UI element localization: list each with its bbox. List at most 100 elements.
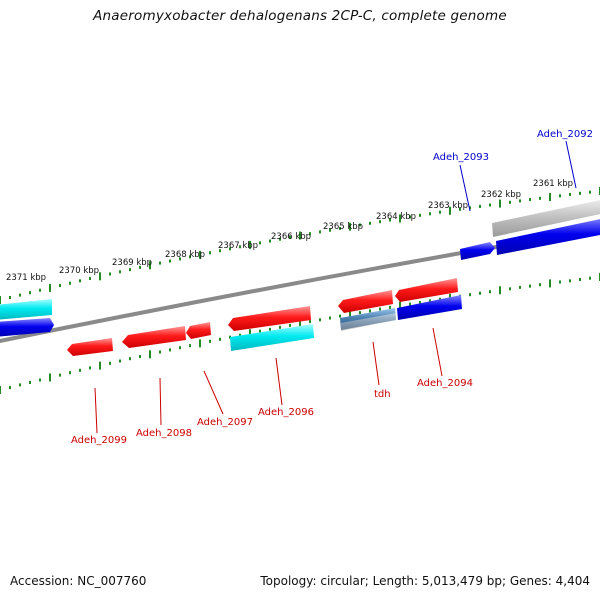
plus-track-minor-tick [59,284,61,287]
plus-track-minor-tick [589,190,591,194]
plus-track-major-tick [99,272,101,281]
gene-adeh-2094-b[interactable] [397,295,462,320]
minus-track-major-tick [299,319,301,328]
plus-track-minor-tick [159,261,161,265]
gene-adeh-2092-gray[interactable] [492,198,600,237]
scale-label-2370: 2370 kbp [59,266,99,276]
plus-track-minor-tick [219,249,221,253]
minus-track-major-tick [499,286,501,295]
plus-track-minor-tick [289,235,291,239]
minus-track-major-tick [49,373,51,382]
plus-track-minor-tick [259,241,261,245]
minus-track-major-tick [99,361,101,370]
plus-track-minor-tick [339,226,341,230]
minus-track-major-tick [349,310,351,319]
plus-track-major-tick [149,261,151,270]
minus-track-minor-tick [509,287,511,291]
minus-track-minor-tick [309,320,311,324]
plus-track-minor-tick [489,203,491,207]
gene-tdh-top[interactable] [338,290,393,313]
gene-label-adeh-2094[interactable]: Adeh_2094 [417,378,473,389]
minus-track-minor-tick [89,366,91,370]
scale-label-2362: 2362 kbp [481,190,521,200]
scale-label-2361: 2361 kbp [533,179,573,189]
plus-track-minor-tick [109,272,111,276]
gene-label-adeh-2093[interactable]: Adeh_2093 [433,152,489,163]
plus-track-minor-tick [559,194,561,198]
leader-adeh-2099 [94,387,98,434]
minus-track-minor-tick [319,318,321,322]
plus-track-major-tick [199,250,201,259]
gene-adeh-2098[interactable] [122,326,186,348]
minus-track-minor-tick [109,361,111,365]
minus-track-minor-tick [559,280,561,284]
minus-track-major-tick [199,339,201,348]
plus-track-major-tick [0,296,1,304]
minus-track-minor-tick [139,355,141,358]
plus-track-minor-tick [569,193,571,196]
plus-track-minor-tick [369,221,371,225]
plus-track-minor-tick [519,199,521,203]
gene-adeh-2096-cyan[interactable] [230,324,314,351]
gene-adeh-2097[interactable] [186,322,211,339]
gene-label-adeh-2092[interactable]: Adeh_2092 [537,129,593,140]
minus-track-major-tick [399,301,401,310]
minus-track-minor-tick [229,335,231,339]
accession-text: Accession: NC_007760 [10,574,147,588]
scale-label-2364: 2364 kbp [376,212,416,222]
scale-label-2369: 2369 kbp [112,258,152,268]
gene-label-adeh-2099[interactable]: Adeh_2099 [71,435,127,446]
minus-track-minor-tick [469,293,471,297]
minus-track-minor-tick [239,333,241,337]
minus-track-minor-tick [119,359,121,363]
plus-track-major-tick [549,193,551,201]
gene-left-cyan[interactable] [0,299,52,320]
minus-track-minor-tick [279,325,281,329]
gene-adeh-2096[interactable] [228,306,311,331]
plus-track-major-tick [399,214,401,223]
leader-adeh-2094 [432,327,443,377]
plus-track-minor-tick [89,277,91,280]
plus-track-minor-tick [309,232,311,236]
gene-label-tdh[interactable]: tdh [374,389,391,400]
gene-adeh-2094-a[interactable] [395,278,458,302]
plus-track-major-tick [49,283,51,292]
gene-adeh-2099[interactable] [67,338,113,356]
plus-track-minor-tick [79,279,81,283]
plus-track-minor-tick [169,259,171,263]
minus-track-minor-tick [169,348,171,352]
plus-track-minor-tick [179,257,181,261]
plus-track-minor-tick [239,245,241,249]
minus-track-major-tick [549,279,551,288]
minus-track-minor-tick [519,285,521,289]
minus-track-major-tick [0,386,1,394]
minus-track-minor-tick [409,302,411,306]
minus-track-minor-tick [269,327,271,331]
plus-track-minor-tick [439,210,441,214]
plus-track-minor-tick [429,212,431,216]
minus-track-minor-tick [489,290,491,294]
gene-label-adeh-2097[interactable]: Adeh_2097 [197,417,253,428]
minus-track-minor-tick [259,329,261,333]
plus-track-major-tick [349,222,351,231]
plus-track-major-tick [449,206,451,215]
leader-adeh-2097 [203,370,224,415]
gene-left-blue[interactable] [0,318,54,337]
minus-track-minor-tick [379,307,381,311]
plus-track-major-tick [299,231,301,240]
gene-label-adeh-2096[interactable]: Adeh_2096 [258,407,314,418]
leader-tdh [372,341,380,386]
minus-track-minor-tick [429,299,431,303]
gene-label-adeh-2098[interactable]: Adeh_2098 [136,428,192,439]
scale-label-2363: 2363 kbp [428,201,468,211]
gene-adeh-2093[interactable] [460,242,495,260]
gene-tdh-gray[interactable] [341,313,396,331]
minus-track-major-tick [149,350,151,359]
minus-track-minor-tick [579,278,581,281]
scale-label-2371: 2371 kbp [6,273,46,283]
gene-adeh-2092[interactable] [496,217,600,255]
scale-label-2365: 2365 kbp [323,222,363,232]
leader-adeh-2093 [459,164,471,212]
minus-track-minor-tick [129,357,131,361]
